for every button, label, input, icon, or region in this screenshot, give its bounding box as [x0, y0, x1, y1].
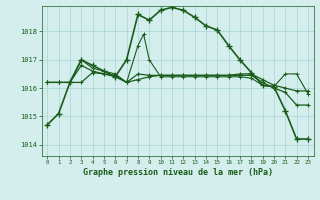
- X-axis label: Graphe pression niveau de la mer (hPa): Graphe pression niveau de la mer (hPa): [83, 168, 273, 177]
